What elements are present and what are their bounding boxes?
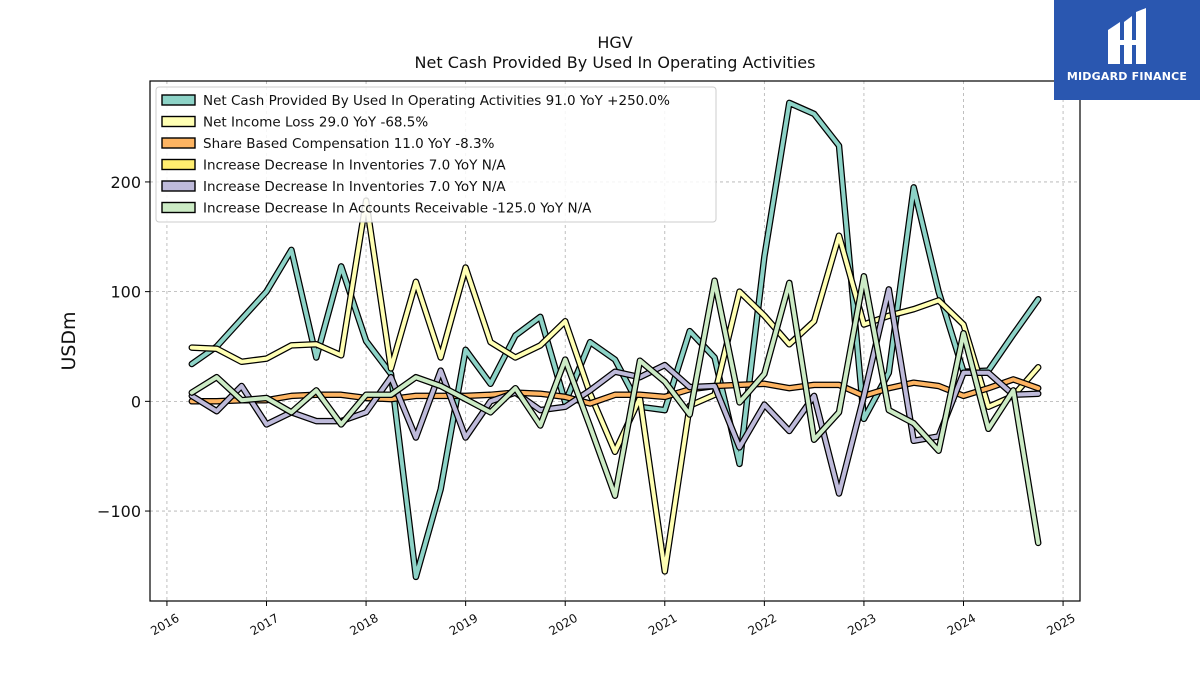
series-line-5 bbox=[188, 273, 1042, 547]
logo-mark-icon bbox=[1108, 8, 1146, 64]
y-tick-label: 0 bbox=[131, 392, 141, 411]
series-line-stroke bbox=[189, 198, 1041, 574]
legend: Net Cash Provided By Used In Operating A… bbox=[155, 86, 717, 223]
x-tick-label: 2018 bbox=[347, 611, 380, 638]
chart-title: HGV bbox=[597, 33, 632, 52]
x-axis-ticks: 2016 2017 2018 2019 2020 2021 2022 2023 2024 2025 bbox=[148, 601, 1078, 638]
x-tick-label: 2020 bbox=[546, 611, 579, 638]
series-line-stroke bbox=[189, 274, 1041, 545]
y-axis-label: USDm bbox=[58, 311, 80, 370]
x-tick-label: 2024 bbox=[945, 611, 978, 638]
legend-swatch bbox=[161, 115, 196, 128]
chart-subtitle: Net Cash Provided By Used In Operating A… bbox=[415, 53, 816, 72]
legend-swatch bbox=[161, 137, 196, 149]
y-axis-ticks: −100 0 100 200 bbox=[97, 173, 150, 521]
legend-swatch bbox=[161, 180, 196, 192]
series-lines bbox=[188, 99, 1042, 581]
x-tick-label: 2023 bbox=[845, 611, 878, 638]
series-line-1 bbox=[188, 197, 1042, 575]
brand-logo: MIDGARD FINANCE bbox=[1054, 0, 1200, 100]
x-tick-label: 2021 bbox=[646, 611, 679, 638]
series-line-2 bbox=[188, 376, 1042, 407]
x-tick-label: 2022 bbox=[746, 611, 779, 638]
legend-swatch bbox=[161, 94, 196, 106]
legend-label: Increase Decrease In Inventories 7.0 YoY… bbox=[203, 158, 506, 174]
series-line-stroke bbox=[189, 287, 1041, 496]
x-tick-label: 2025 bbox=[1044, 611, 1077, 638]
legend-swatch bbox=[161, 201, 196, 214]
legend-label: Net Cash Provided By Used In Operating A… bbox=[203, 93, 670, 109]
x-tick-label: 2019 bbox=[447, 611, 480, 638]
series-line-4 bbox=[188, 286, 1042, 497]
legend-label: Net Income Loss 29.0 YoY -68.5% bbox=[203, 115, 428, 131]
x-tick-label: 2016 bbox=[148, 611, 181, 638]
logo-text: MIDGARD FINANCE bbox=[1066, 70, 1188, 83]
legend-label: Increase Decrease In Accounts Receivable… bbox=[203, 201, 592, 217]
series-line-stroke bbox=[189, 377, 1041, 406]
legend-box bbox=[155, 86, 717, 223]
y-tick-label: −100 bbox=[97, 502, 141, 521]
legend-label: Increase Decrease In Inventories 7.0 YoY… bbox=[203, 179, 506, 195]
chart-title-group: HGV Net Cash Provided By Used In Operati… bbox=[415, 33, 816, 72]
legend-label: Share Based Compensation 11.0 YoY -8.3% bbox=[203, 136, 495, 152]
y-tick-label: 100 bbox=[110, 283, 141, 302]
legend-swatch bbox=[161, 158, 196, 171]
plot-frame bbox=[149, 80, 1081, 602]
y-tick-label: 200 bbox=[110, 173, 141, 192]
x-tick-label: 2017 bbox=[248, 611, 281, 638]
